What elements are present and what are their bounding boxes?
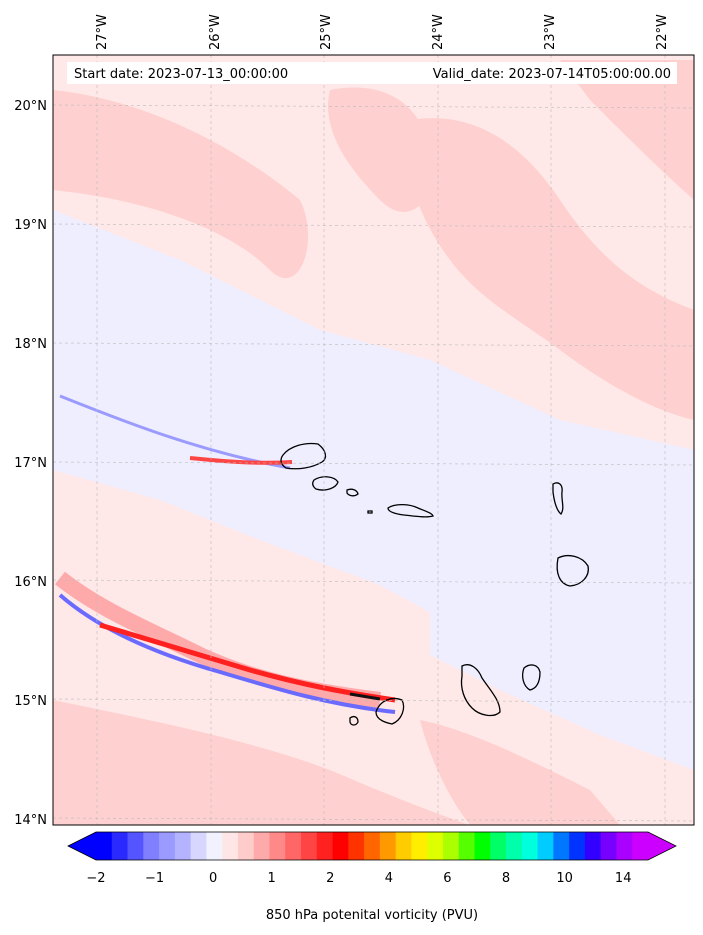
- colorbar-cell: [127, 832, 144, 860]
- colorbar-cell: [206, 832, 223, 860]
- pv-strong-core-south: [349, 692, 381, 701]
- lon-label-27w: 27°W: [95, 14, 110, 50]
- date-header-box: [67, 62, 677, 84]
- colorbar-max-extension: [648, 832, 676, 860]
- colorbar-cell: [379, 832, 397, 860]
- lon-label-22w: 22°W: [655, 14, 670, 50]
- cb-tick-8: 8: [502, 871, 510, 886]
- colorbar-cell: [584, 832, 602, 860]
- gridlines: [53, 55, 694, 825]
- island-santa-luzia: [346, 488, 359, 497]
- colorbar-cell: [237, 832, 255, 860]
- lat-label-14n: 14°N: [14, 813, 47, 828]
- pv-positive-streak-south: [99, 622, 396, 703]
- island-brava: [349, 715, 359, 726]
- island-sao-nicolau: [387, 503, 434, 518]
- coastlines: [280, 442, 589, 726]
- island-fogo: [375, 697, 405, 725]
- colorbar: −2 −1 0 1 2 4 6 8 10 14 850 hPa potenita…: [67, 831, 677, 923]
- colorbar-cell: [553, 832, 570, 860]
- colorbar-cell: [96, 832, 113, 860]
- colorbar-cell: [301, 832, 318, 860]
- map-panel: [53, 55, 694, 825]
- colorbar-cell: [269, 832, 286, 860]
- colorbar-cell: [348, 832, 365, 860]
- pv-negative-band: [53, 210, 694, 770]
- pv-negative-band-lower: [430, 600, 694, 770]
- colorbar-cell: [616, 832, 633, 860]
- colorbar-cell: [506, 832, 523, 860]
- colorbar-cell: [143, 832, 160, 860]
- island-boa-vista: [556, 555, 589, 587]
- lat-label-17n: 17°N: [14, 456, 47, 471]
- cb-tick-4: 4: [385, 871, 393, 886]
- pv-positive-patch-se: [420, 720, 620, 825]
- lon-label-25w: 25°W: [319, 14, 334, 50]
- island-santiago: [460, 664, 501, 717]
- colorbar-cell: [411, 832, 428, 860]
- pv-positive-patch-n: [328, 87, 432, 212]
- colorbar-cell: [521, 832, 538, 860]
- colorbar-cell: [332, 832, 349, 860]
- island-maio: [522, 664, 541, 691]
- colorbar-cell: [442, 832, 460, 860]
- cb-tick-m2: −2: [86, 871, 105, 886]
- colorbar-cell: [395, 832, 412, 860]
- cb-tick-6: 6: [443, 871, 451, 886]
- island-sal: [552, 482, 564, 515]
- start-date-label: Start date: 2023-07-13_00:00:00: [74, 67, 288, 82]
- lon-label-23w: 23°W: [543, 14, 558, 50]
- colorbar-min-extension: [68, 832, 96, 860]
- colorbar-cell: [253, 832, 270, 860]
- colorbar-cell: [159, 832, 176, 860]
- map-frame: [52, 54, 695, 826]
- cb-tick-2: 2: [326, 871, 334, 886]
- lat-label-18n: 18°N: [14, 337, 47, 352]
- colorbar-cell: [364, 832, 381, 860]
- pv-positive-patch-s: [53, 700, 470, 825]
- cb-tick-m1: −1: [145, 871, 164, 886]
- pv-positive-patch-ne-strip: [560, 60, 694, 200]
- colorbar-cell: [474, 832, 491, 860]
- lon-label-26w: 26°W: [208, 14, 223, 50]
- island-raso: [367, 510, 373, 514]
- colorbar-ticks: −2 −1 0 1 2 4 6 8 10 14: [86, 871, 631, 886]
- longitude-labels: 27°W 26°W 25°W 24°W 23°W 22°W: [95, 14, 670, 50]
- colorbar-cell: [537, 832, 554, 860]
- lat-label-15n: 15°N: [14, 694, 47, 709]
- lat-label-16n: 16°N: [14, 575, 47, 590]
- colorbar-cell: [427, 832, 444, 860]
- colorbar-outline: [67, 831, 677, 861]
- cb-tick-10: 10: [556, 871, 573, 886]
- colorbar-cell: [490, 832, 507, 860]
- cb-tick-1: 1: [268, 871, 276, 886]
- valid-date-label: Valid_date: 2023-07-14T05:00:00.00: [433, 67, 671, 82]
- colorbar-cell: [285, 832, 302, 860]
- colorbar-cell: [632, 832, 649, 860]
- colorbar-cell: [600, 832, 617, 860]
- colorbar-cell: [569, 832, 586, 860]
- colorbar-cell: [174, 832, 192, 860]
- colorbar-cell: [316, 832, 333, 860]
- lon-label-24w: 24°W: [431, 14, 446, 50]
- colorbar-cells: [96, 832, 649, 860]
- pv-positive-patch-nw: [53, 90, 309, 279]
- colorbar-label: 850 hPa potenital vorticity (PVU): [266, 908, 478, 923]
- colorbar-cell: [222, 832, 239, 860]
- cb-tick-0: 0: [209, 871, 217, 886]
- latitude-labels: 20°N 19°N 18°N 17°N 16°N 15°N 14°N: [14, 99, 47, 828]
- lat-label-19n: 19°N: [14, 218, 47, 233]
- island-sao-vicente: [312, 476, 339, 491]
- island-santo-antao: [280, 442, 327, 470]
- cb-tick-14: 14: [615, 871, 632, 886]
- lat-label-20n: 20°N: [14, 99, 47, 114]
- colorbar-cell: [111, 832, 128, 860]
- colorbar-cell: [458, 832, 475, 860]
- pv-positive-patch-ne: [407, 118, 694, 421]
- colorbar-cell: [190, 832, 207, 860]
